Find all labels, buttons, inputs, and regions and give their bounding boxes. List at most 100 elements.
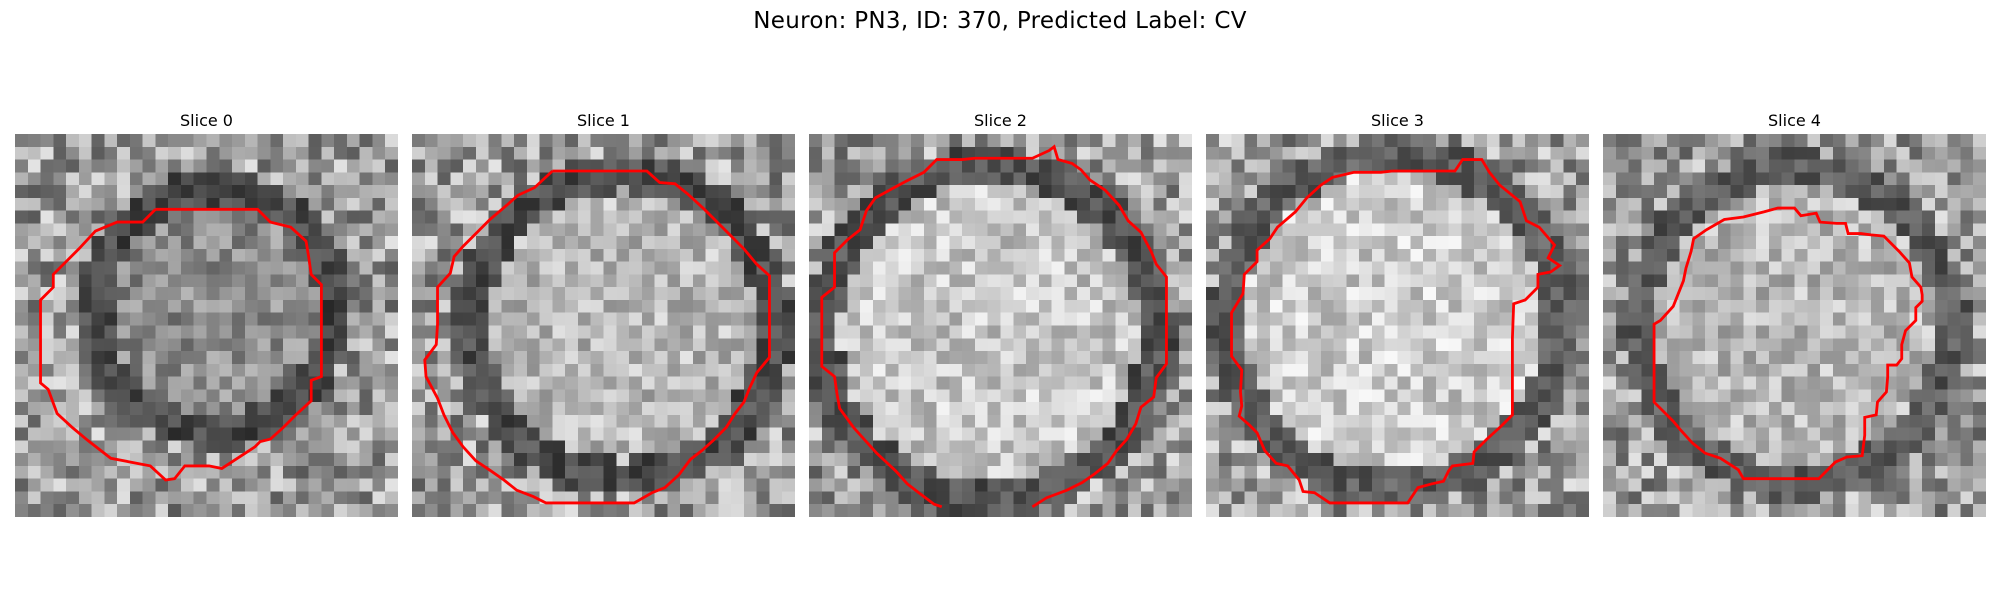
pixel xyxy=(692,274,706,288)
pixel xyxy=(53,440,67,454)
pixel xyxy=(1820,210,1834,224)
pixel xyxy=(1576,338,1589,352)
pixel xyxy=(1794,134,1808,148)
pixel xyxy=(1397,389,1411,403)
pixel xyxy=(1346,478,1360,492)
pixel xyxy=(1628,146,1642,160)
pixel xyxy=(501,210,515,224)
pixel xyxy=(1474,414,1488,428)
pixel xyxy=(1423,389,1437,403)
pixel xyxy=(692,351,706,365)
pixel xyxy=(1013,261,1027,275)
pixel xyxy=(539,134,553,148)
pixel xyxy=(412,440,426,454)
pixel xyxy=(372,414,386,428)
pixel xyxy=(1576,185,1589,199)
pixel xyxy=(1820,427,1834,441)
pixel xyxy=(667,427,681,441)
segmentation-contour-3 xyxy=(1230,158,1563,505)
pixel xyxy=(1960,414,1974,428)
pixel xyxy=(756,274,770,288)
pixel xyxy=(1794,351,1808,365)
pixel xyxy=(923,312,937,326)
pixel xyxy=(1922,465,1936,479)
pixel xyxy=(372,504,386,517)
pixel xyxy=(885,210,899,224)
pixel xyxy=(949,376,963,390)
pixel xyxy=(718,210,732,224)
pixel xyxy=(1077,185,1091,199)
pixel xyxy=(590,185,604,199)
pixel xyxy=(769,402,783,416)
pixel xyxy=(104,440,118,454)
pixel xyxy=(1140,159,1154,173)
pixel xyxy=(1807,185,1821,199)
pixel xyxy=(1768,312,1782,326)
pixel xyxy=(1743,274,1757,288)
pixel xyxy=(705,159,719,173)
pixel xyxy=(514,325,528,339)
pixel xyxy=(1628,236,1642,250)
pixel xyxy=(1461,504,1475,517)
pixel xyxy=(270,134,284,148)
pixel xyxy=(1140,134,1154,148)
pixel xyxy=(1756,134,1770,148)
pixel xyxy=(334,351,348,365)
pixel xyxy=(1692,210,1706,224)
pixel xyxy=(1909,389,1923,403)
pixel xyxy=(1615,453,1629,467)
pixel xyxy=(872,427,886,441)
pixel xyxy=(782,453,795,467)
pixel xyxy=(334,287,348,301)
pixel xyxy=(1743,453,1757,467)
pixel xyxy=(987,287,1001,301)
pixel xyxy=(1922,185,1936,199)
pixel xyxy=(1474,274,1488,288)
pixel xyxy=(270,146,284,160)
pixel xyxy=(936,440,950,454)
pixel xyxy=(1615,363,1629,377)
pixel xyxy=(1359,274,1373,288)
pixel xyxy=(911,427,925,441)
pixel xyxy=(1153,197,1167,211)
pixel xyxy=(514,491,528,505)
pixel xyxy=(654,465,668,479)
pixel xyxy=(1140,427,1154,441)
pixel xyxy=(334,134,348,148)
pixel xyxy=(1768,376,1782,390)
pixel xyxy=(603,159,617,173)
pixel xyxy=(295,134,309,148)
pixel xyxy=(168,478,182,492)
pixel xyxy=(1781,465,1795,479)
pixel xyxy=(1461,440,1475,454)
pixel xyxy=(1359,248,1373,262)
pixel xyxy=(936,134,950,148)
pixel xyxy=(1807,274,1821,288)
pixel xyxy=(514,159,528,173)
pixel xyxy=(1537,236,1551,250)
pixel xyxy=(898,299,912,313)
pixel xyxy=(1692,478,1706,492)
pixel xyxy=(1641,223,1655,237)
pixel xyxy=(1947,376,1961,390)
pixel xyxy=(1474,287,1488,301)
pixel xyxy=(539,185,553,199)
pixel xyxy=(1922,402,1936,416)
pixel xyxy=(1705,299,1719,313)
pixel xyxy=(142,414,156,428)
pixel xyxy=(539,453,553,467)
pixel xyxy=(1692,248,1706,262)
pixel xyxy=(488,274,502,288)
pixel xyxy=(488,402,502,416)
pixel xyxy=(1474,185,1488,199)
pixel xyxy=(91,172,105,186)
pixel xyxy=(1269,185,1283,199)
pixel xyxy=(718,363,732,377)
pixel xyxy=(1077,159,1091,173)
pixel xyxy=(1282,223,1296,237)
pixel xyxy=(295,312,309,326)
pixel xyxy=(1064,172,1078,186)
pixel xyxy=(1794,491,1808,505)
pixel xyxy=(680,236,694,250)
pixel xyxy=(1077,389,1091,403)
